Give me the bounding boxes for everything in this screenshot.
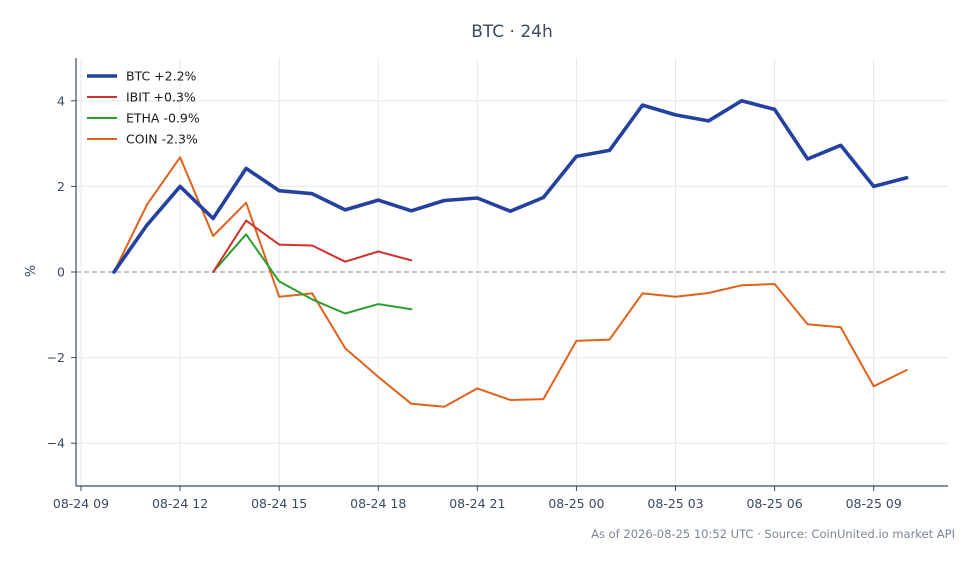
y-tick-label: −4 — [47, 436, 65, 451]
y-axis-label: % — [24, 265, 39, 277]
x-tick-label: 08-24 09 — [53, 496, 109, 511]
series-line-btc — [112, 99, 909, 274]
y-tick-label: 0 — [57, 265, 65, 280]
legend-label-etha: ETHA -0.9% — [126, 111, 200, 126]
series-line-etha — [212, 233, 413, 315]
legend-label-coin: COIN -2.3% — [126, 132, 198, 147]
x-tick-label: 08-24 12 — [152, 496, 208, 511]
tick-labels: 08-24 09 08-24 12 08-24 15 08-24 18 08-24 21… — [47, 93, 902, 511]
x-tick-label: 08-24 21 — [449, 496, 505, 511]
y-tick-label: −2 — [47, 350, 65, 365]
x-tick-label: 08-25 03 — [647, 496, 703, 511]
legend-label-ibit: IBIT +0.3% — [126, 90, 196, 105]
series-layer — [112, 99, 909, 408]
x-tick-label: 08-25 06 — [746, 496, 802, 511]
footer-source: As of 2026-08-25 10:52 UTC · Source: Coi… — [591, 527, 955, 541]
x-tick-label: 08-25 00 — [548, 496, 604, 511]
legend: BTC +2.2% IBIT +0.3% ETHA -0.9% COIN -2.3% — [87, 69, 200, 147]
y-tick-label: 4 — [57, 93, 65, 108]
series-line-coin — [113, 156, 908, 408]
x-tick-label: 08-25 09 — [846, 496, 902, 511]
y-tick-label: 2 — [57, 179, 65, 194]
chart-title: BTC · 24h — [471, 22, 553, 42]
axes — [71, 58, 948, 491]
legend-label-btc: BTC +2.2% — [126, 69, 197, 84]
series-line-ibit — [212, 219, 413, 273]
x-tick-label: 08-24 15 — [251, 496, 307, 511]
x-tick-label: 08-24 18 — [350, 496, 406, 511]
